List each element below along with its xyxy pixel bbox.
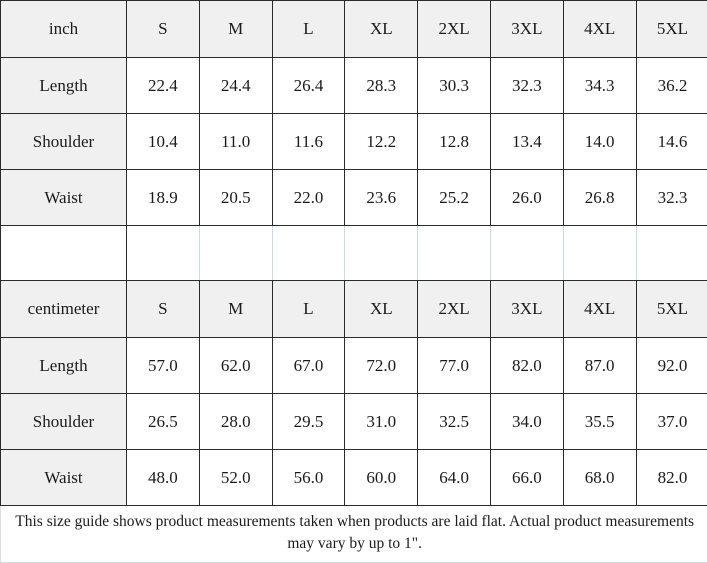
inch-size-header-l: L — [272, 1, 345, 58]
inch-shoulder-xl: 12.2 — [345, 114, 418, 170]
table-row: Shoulder 26.5 28.0 29.5 31.0 32.5 34.0 3… — [1, 394, 707, 450]
inch-shoulder-2xl: 12.8 — [418, 114, 491, 170]
cm-size-header-3xl: 3XL — [490, 281, 563, 338]
cm-length-2xl: 77.0 — [418, 338, 491, 394]
spacer-cell — [345, 226, 418, 281]
table-row: Shoulder 10.4 11.0 11.6 12.2 12.8 13.4 1… — [1, 114, 707, 170]
table-row: Length 57.0 62.0 67.0 72.0 77.0 82.0 87.… — [1, 338, 707, 394]
inch-length-4xl: 34.3 — [563, 58, 636, 114]
inch-waist-3xl: 26.0 — [490, 170, 563, 226]
inch-length-s: 22.4 — [127, 58, 200, 114]
cm-waist-xl: 60.0 — [345, 450, 418, 506]
inch-size-header-5xl: 5XL — [636, 1, 707, 58]
cm-length-s: 57.0 — [127, 338, 200, 394]
inch-unit-label: inch — [1, 1, 127, 58]
inch-header-row: inch S M L XL 2XL 3XL 4XL 5XL — [1, 1, 707, 58]
inch-shoulder-s: 10.4 — [127, 114, 200, 170]
inch-size-header-xl: XL — [345, 1, 418, 58]
cm-size-header-l: L — [272, 281, 345, 338]
inch-length-m: 24.4 — [199, 58, 272, 114]
inch-waist-4xl: 26.8 — [563, 170, 636, 226]
footnote-row: This size guide shows product measuremen… — [1, 506, 707, 563]
cm-waist-s: 48.0 — [127, 450, 200, 506]
cm-size-header-2xl: 2XL — [418, 281, 491, 338]
inch-length-2xl: 30.3 — [418, 58, 491, 114]
cm-shoulder-4xl: 35.5 — [563, 394, 636, 450]
cm-size-header-5xl: 5XL — [636, 281, 707, 338]
inch-waist-s: 18.9 — [127, 170, 200, 226]
table-row: Waist 48.0 52.0 56.0 60.0 64.0 66.0 68.0… — [1, 450, 707, 506]
cm-size-header-s: S — [127, 281, 200, 338]
inch-size-header-s: S — [127, 1, 200, 58]
cm-length-5xl: 92.0 — [636, 338, 707, 394]
cm-length-m: 62.0 — [199, 338, 272, 394]
inch-size-header-3xl: 3XL — [490, 1, 563, 58]
cm-shoulder-l: 29.5 — [272, 394, 345, 450]
cm-length-xl: 72.0 — [345, 338, 418, 394]
cm-shoulder-3xl: 34.0 — [490, 394, 563, 450]
centimeter-header-row: centimeter S M L XL 2XL 3XL 4XL 5XL — [1, 281, 707, 338]
spacer-cell — [563, 226, 636, 281]
cm-waist-2xl: 64.0 — [418, 450, 491, 506]
cm-size-header-xl: XL — [345, 281, 418, 338]
table-row: Length 22.4 24.4 26.4 28.3 30.3 32.3 34.… — [1, 58, 707, 114]
cm-size-header-4xl: 4XL — [563, 281, 636, 338]
inch-shoulder-5xl: 14.6 — [636, 114, 707, 170]
table-row: Waist 18.9 20.5 22.0 23.6 25.2 26.0 26.8… — [1, 170, 707, 226]
inch-size-header-2xl: 2XL — [418, 1, 491, 58]
cm-row-label-waist: Waist — [1, 450, 127, 506]
spacer-cell — [199, 226, 272, 281]
cm-length-4xl: 87.0 — [563, 338, 636, 394]
inch-shoulder-3xl: 13.4 — [490, 114, 563, 170]
spacer-cell — [1, 226, 127, 281]
inch-waist-5xl: 32.3 — [636, 170, 707, 226]
inch-row-label-waist: Waist — [1, 170, 127, 226]
inch-waist-l: 22.0 — [272, 170, 345, 226]
inch-row-label-shoulder: Shoulder — [1, 114, 127, 170]
cm-shoulder-m: 28.0 — [199, 394, 272, 450]
cm-shoulder-2xl: 32.5 — [418, 394, 491, 450]
cm-waist-m: 52.0 — [199, 450, 272, 506]
inch-waist-2xl: 25.2 — [418, 170, 491, 226]
inch-shoulder-l: 11.6 — [272, 114, 345, 170]
cm-shoulder-xl: 31.0 — [345, 394, 418, 450]
inch-waist-m: 20.5 — [199, 170, 272, 226]
cm-size-header-m: M — [199, 281, 272, 338]
spacer-cell — [272, 226, 345, 281]
inch-length-5xl: 36.2 — [636, 58, 707, 114]
centimeter-unit-label: centimeter — [1, 281, 127, 338]
cm-length-3xl: 82.0 — [490, 338, 563, 394]
section-spacer-row — [1, 226, 707, 281]
footnote-text: This size guide shows product measuremen… — [13, 511, 696, 556]
cm-waist-l: 56.0 — [272, 450, 345, 506]
inch-size-header-4xl: 4XL — [563, 1, 636, 58]
inch-length-3xl: 32.3 — [490, 58, 563, 114]
inch-shoulder-m: 11.0 — [199, 114, 272, 170]
spacer-cell — [418, 226, 491, 281]
cm-shoulder-s: 26.5 — [127, 394, 200, 450]
spacer-cell — [127, 226, 200, 281]
cm-length-l: 67.0 — [272, 338, 345, 394]
cm-waist-5xl: 82.0 — [636, 450, 707, 506]
cm-waist-4xl: 68.0 — [563, 450, 636, 506]
inch-length-l: 26.4 — [272, 58, 345, 114]
inch-row-label-length: Length — [1, 58, 127, 114]
inch-shoulder-4xl: 14.0 — [563, 114, 636, 170]
cm-row-label-shoulder: Shoulder — [1, 394, 127, 450]
size-guide-footnote: This size guide shows product measuremen… — [1, 506, 707, 563]
spacer-cell — [490, 226, 563, 281]
inch-size-header-m: M — [199, 1, 272, 58]
cm-row-label-length: Length — [1, 338, 127, 394]
cm-waist-3xl: 66.0 — [490, 450, 563, 506]
cm-shoulder-5xl: 37.0 — [636, 394, 707, 450]
spacer-cell — [636, 226, 707, 281]
inch-length-xl: 28.3 — [345, 58, 418, 114]
inch-waist-xl: 23.6 — [345, 170, 418, 226]
